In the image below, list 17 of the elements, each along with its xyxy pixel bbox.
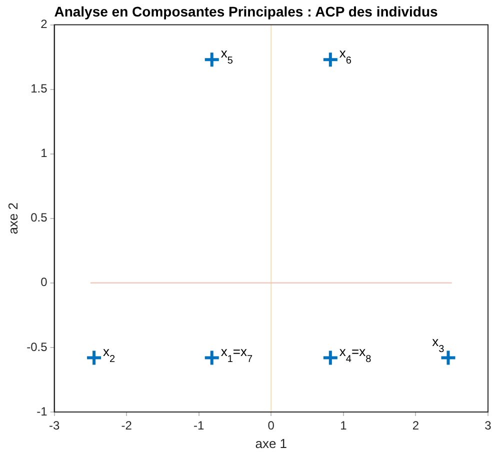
- chart-title: Analyse en Composantes Principales : ACP des individus: [54, 3, 438, 20]
- y-tick-label: -1: [36, 404, 48, 418]
- x-tick-label: 2: [412, 418, 420, 433]
- y-tick-label: -0.5: [26, 340, 48, 354]
- x-tick-label: -2: [121, 418, 132, 433]
- y-tick-label: 2: [40, 17, 48, 32]
- y-tick-label: 1: [40, 146, 48, 160]
- y-tick-label: 0: [40, 275, 48, 290]
- x-tick-label: 1: [340, 418, 348, 433]
- x-tick-label: -3: [48, 418, 60, 433]
- x-tick-label: 0: [268, 418, 275, 433]
- x-axis-title: axe 1: [255, 436, 288, 451]
- x-tick-label: -1: [194, 418, 205, 433]
- y-axis-title: axe 2: [5, 202, 20, 234]
- y-tick-label: 1.5: [30, 82, 48, 96]
- y-tick-label: 0.5: [30, 210, 48, 225]
- x-tick-label: 3: [484, 418, 492, 433]
